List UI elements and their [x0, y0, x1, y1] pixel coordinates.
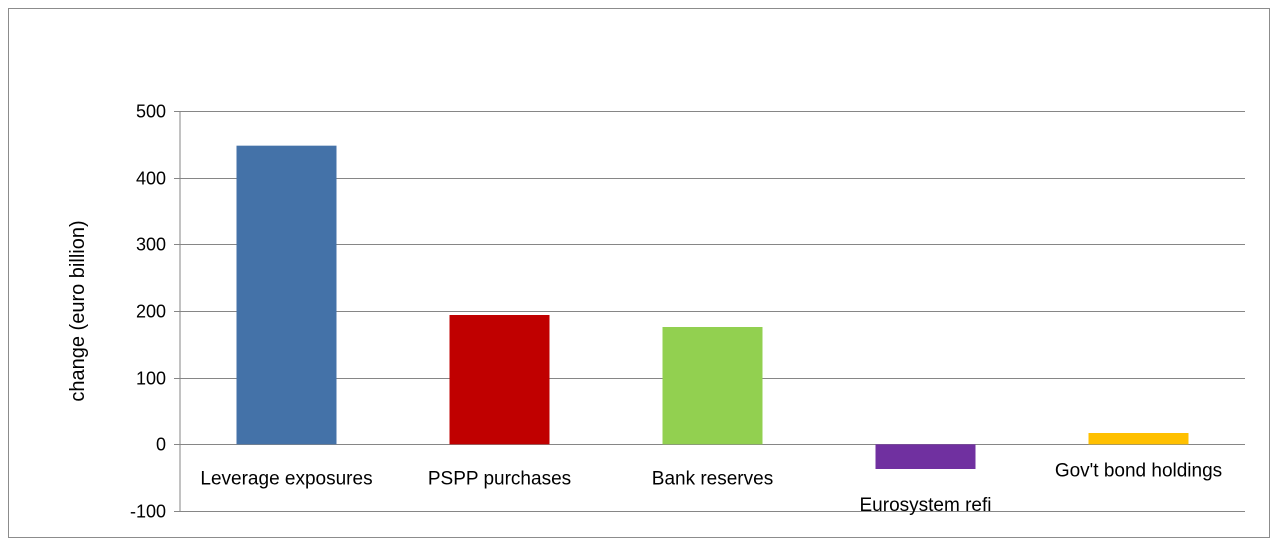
- x-tick-label: Gov't bond holdings: [1055, 460, 1222, 481]
- y-tick-label: 0: [156, 435, 166, 455]
- y-tick-label: 500: [136, 102, 166, 122]
- bar-leverage-exposures: [236, 145, 337, 445]
- x-tick-label: Leverage exposures: [200, 468, 372, 489]
- chart-frame: [8, 8, 1270, 538]
- y-tick-label: 100: [136, 369, 166, 389]
- bar-pspp-purchases: [449, 315, 550, 445]
- y-axis-title: change (euro billion): [67, 220, 89, 401]
- gridlines: [174, 111, 1245, 512]
- y-tick-label: 400: [136, 169, 166, 189]
- y-axis: -100 0 100 200 300 400 500: [130, 102, 181, 522]
- bars: [236, 145, 1189, 469]
- y-tick-label: 200: [136, 302, 166, 322]
- y-tick-label: -100: [130, 502, 166, 522]
- category-labels: Leverage exposures PSPP purchases Bank res…: [200, 460, 1222, 516]
- x-tick-label: PSPP purchases: [428, 468, 571, 489]
- y-tick-label: 300: [136, 235, 166, 255]
- x-tick-label: Eurosystem refi: [860, 495, 992, 516]
- x-tick-label: Bank reserves: [652, 468, 773, 489]
- bar-bank-reserves: [662, 327, 763, 445]
- bar-eurosystem-refi: [875, 444, 976, 469]
- bar-gov-t-bond-holdings: [1088, 433, 1189, 445]
